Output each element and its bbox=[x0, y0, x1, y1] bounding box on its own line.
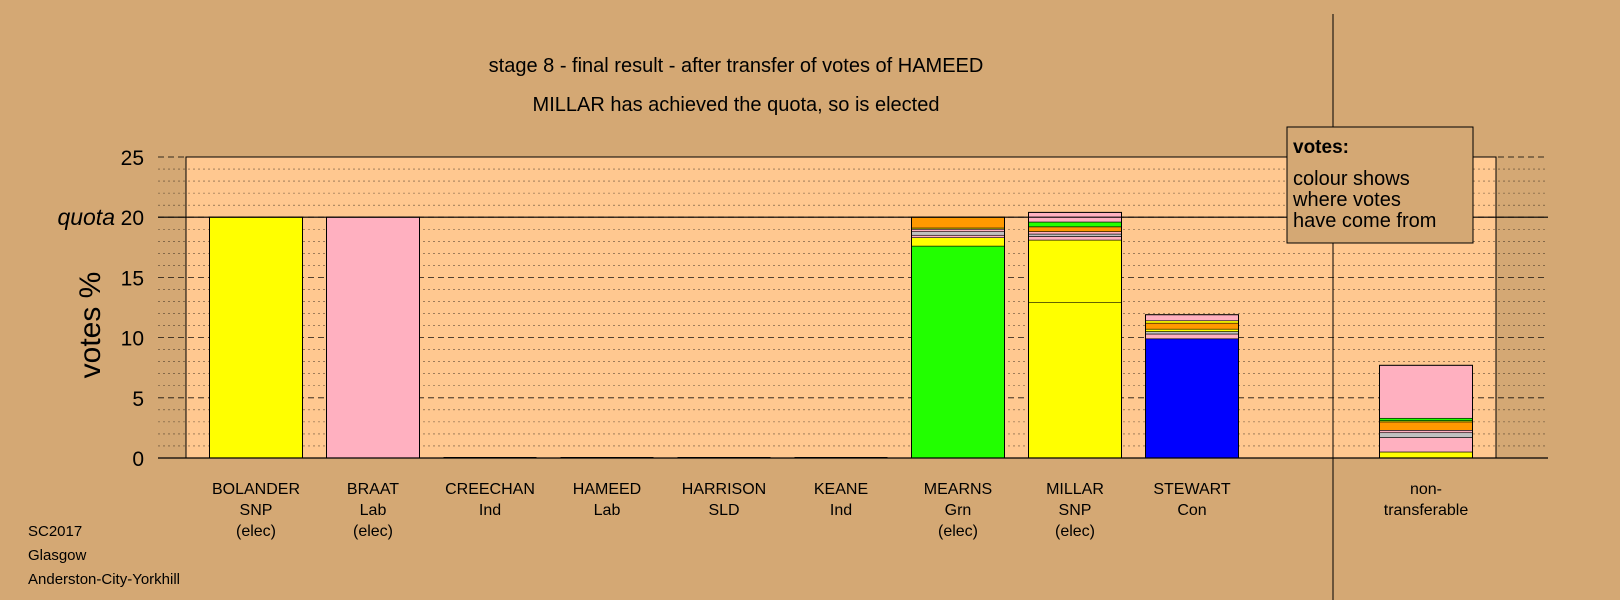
footer-election: SC2017 bbox=[28, 523, 82, 540]
y-tick-label: 25 bbox=[121, 147, 144, 170]
candidate-name-label: HARRISON bbox=[682, 481, 766, 498]
chart-title: stage 8 - final result - after transfer … bbox=[489, 55, 984, 77]
bar-segment bbox=[1028, 239, 1122, 303]
bar-segment bbox=[1145, 333, 1239, 340]
party-label: Ind bbox=[479, 502, 501, 519]
party-label: Ind bbox=[830, 502, 852, 519]
bar-segment bbox=[1028, 221, 1122, 228]
plot-area: 0 5 10 15 20 25 bbox=[121, 14, 1548, 600]
status-label: (elec) bbox=[938, 523, 978, 540]
bar-segment bbox=[1379, 417, 1473, 421]
y-tick-label: 10 bbox=[121, 328, 144, 351]
party-label: transferable bbox=[1384, 502, 1469, 519]
y-tick-label: 0 bbox=[132, 448, 144, 471]
party-label: Grn bbox=[945, 502, 972, 519]
party-label: Lab bbox=[360, 502, 387, 519]
footer-ward: Anderston-City-Yorkhill bbox=[28, 571, 180, 588]
party-label: SLD bbox=[708, 502, 739, 519]
bar-segment bbox=[1028, 226, 1122, 232]
bar-segment bbox=[1379, 430, 1473, 434]
bar-segment bbox=[1028, 231, 1122, 235]
y-axis-ticks: 0 5 10 15 20 25 bbox=[121, 147, 144, 471]
bar-segment bbox=[1379, 437, 1473, 453]
y-tick-label: 20 bbox=[121, 207, 144, 230]
chart-subtitle: MILLAR has achieved the quota, so is ele… bbox=[533, 94, 940, 116]
bar-segment bbox=[1379, 451, 1473, 459]
bar-segment bbox=[911, 231, 1005, 236]
footer-notes: SC2017 Glasgow Anderston-City-Yorkhill bbox=[28, 523, 180, 588]
bar-segment bbox=[911, 216, 1005, 229]
y-axis-label: votes % bbox=[74, 272, 107, 379]
bar-segment bbox=[911, 237, 1005, 247]
legend-box: votes: colour shows where votes have com… bbox=[1286, 126, 1474, 244]
bar-segment bbox=[1028, 236, 1122, 241]
party-label: SNP bbox=[240, 502, 273, 519]
bar-segment bbox=[209, 216, 303, 459]
bar-segment bbox=[1145, 314, 1239, 322]
candidate-name-label: MILLAR bbox=[1046, 481, 1104, 498]
status-label: (elec) bbox=[236, 523, 276, 540]
candidate-name-label: BRAAT bbox=[347, 481, 399, 498]
status-label: (elec) bbox=[353, 523, 393, 540]
bar-segment bbox=[1379, 432, 1473, 438]
party-label: Lab bbox=[594, 502, 621, 519]
legend-frame bbox=[1286, 126, 1474, 244]
candidate-name-label: HAMEED bbox=[573, 481, 641, 498]
candidate-name-label: BOLANDER bbox=[212, 481, 300, 498]
bar-segment bbox=[326, 216, 420, 459]
candidate-name-label: MEARNS bbox=[924, 481, 992, 498]
bars bbox=[209, 211, 1473, 459]
bar-segment bbox=[1145, 338, 1239, 459]
footer-council: Glasgow bbox=[28, 547, 87, 564]
party-label: SNP bbox=[1059, 502, 1092, 519]
quota-label: quota bbox=[57, 204, 115, 230]
party-label: Con bbox=[1177, 502, 1206, 519]
candidate-name-label: KEANE bbox=[814, 481, 868, 498]
bar-segment bbox=[911, 245, 1005, 459]
y-tick-label: 5 bbox=[132, 388, 144, 411]
status-label: (elec) bbox=[1055, 523, 1095, 540]
legend-line: colour shows bbox=[1293, 168, 1410, 190]
x-axis-labels: BOLANDER SNP (elec) BRAAT Lab (elec) CREECHAN I… bbox=[212, 481, 1468, 540]
bar-segment bbox=[1145, 320, 1239, 324]
candidate-name-label: non- bbox=[1410, 481, 1442, 498]
bar-segment bbox=[1379, 421, 1473, 431]
bar-segment bbox=[1028, 233, 1122, 237]
candidate-name-label: CREECHAN bbox=[445, 481, 535, 498]
legend-title: votes: bbox=[1293, 137, 1349, 158]
candidate-name-label: STEWART bbox=[1153, 481, 1231, 498]
bar-segment bbox=[1028, 302, 1122, 459]
bar-segment bbox=[911, 234, 1005, 238]
bar-segment bbox=[1145, 328, 1239, 332]
bar-segment bbox=[1379, 364, 1473, 419]
y-tick-label: 15 bbox=[121, 267, 144, 290]
legend-line: have come from bbox=[1293, 210, 1436, 232]
legend-line: where votes bbox=[1292, 189, 1401, 211]
bar-segment bbox=[1145, 331, 1239, 335]
bar-segment bbox=[911, 228, 1005, 232]
bar-segment bbox=[1145, 322, 1239, 330]
